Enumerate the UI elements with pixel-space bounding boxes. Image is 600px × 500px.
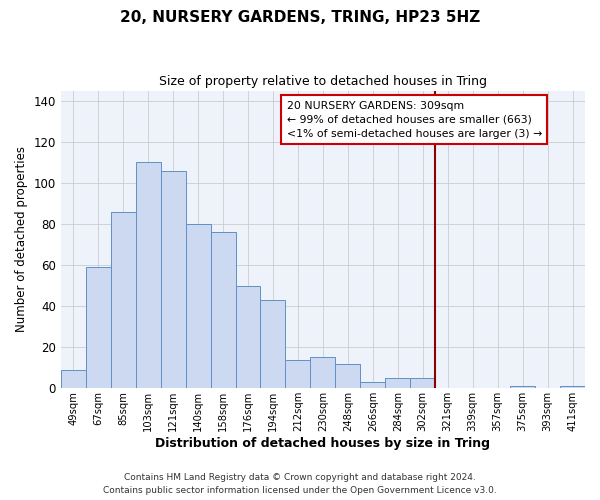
- Text: Contains HM Land Registry data © Crown copyright and database right 2024.
Contai: Contains HM Land Registry data © Crown c…: [103, 474, 497, 495]
- Bar: [361, 382, 385, 388]
- Bar: [335, 364, 361, 388]
- Title: Size of property relative to detached houses in Tring: Size of property relative to detached ho…: [159, 75, 487, 88]
- Bar: [286, 360, 310, 388]
- Bar: [410, 378, 435, 388]
- Bar: [185, 224, 211, 388]
- Bar: [310, 358, 335, 388]
- Y-axis label: Number of detached properties: Number of detached properties: [15, 146, 28, 332]
- Bar: [136, 162, 161, 388]
- Bar: [111, 212, 136, 388]
- Bar: [236, 286, 260, 389]
- Bar: [161, 170, 185, 388]
- X-axis label: Distribution of detached houses by size in Tring: Distribution of detached houses by size …: [155, 437, 490, 450]
- Bar: [211, 232, 236, 388]
- Bar: [385, 378, 410, 388]
- Text: 20 NURSERY GARDENS: 309sqm
← 99% of detached houses are smaller (663)
<1% of sem: 20 NURSERY GARDENS: 309sqm ← 99% of deta…: [287, 101, 542, 139]
- Bar: [86, 267, 111, 388]
- Bar: [61, 370, 86, 388]
- Text: 20, NURSERY GARDENS, TRING, HP23 5HZ: 20, NURSERY GARDENS, TRING, HP23 5HZ: [120, 10, 480, 25]
- Bar: [510, 386, 535, 388]
- Bar: [260, 300, 286, 388]
- Bar: [560, 386, 585, 388]
